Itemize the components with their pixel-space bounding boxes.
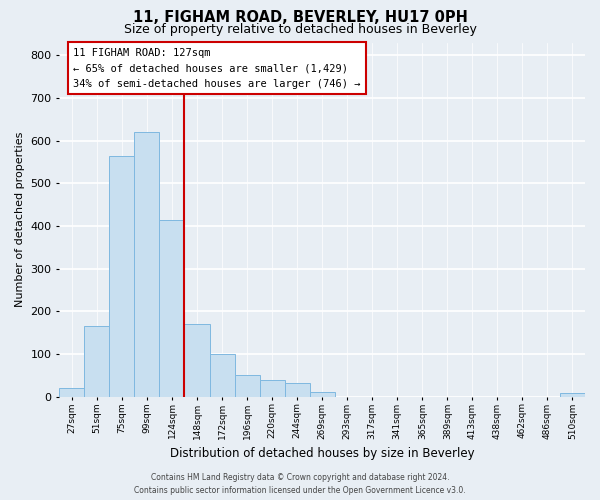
Text: 11, FIGHAM ROAD, BEVERLEY, HU17 0PH: 11, FIGHAM ROAD, BEVERLEY, HU17 0PH xyxy=(133,10,467,25)
Bar xyxy=(310,392,335,396)
Bar xyxy=(85,326,109,396)
Bar xyxy=(235,376,260,396)
Text: 11 FIGHAM ROAD: 127sqm
← 65% of detached houses are smaller (1,429)
34% of semi-: 11 FIGHAM ROAD: 127sqm ← 65% of detached… xyxy=(73,48,361,89)
Bar xyxy=(184,324,209,396)
X-axis label: Distribution of detached houses by size in Beverley: Distribution of detached houses by size … xyxy=(170,447,475,460)
Bar xyxy=(160,220,184,396)
Bar xyxy=(284,382,310,396)
Bar xyxy=(134,132,160,396)
Y-axis label: Number of detached properties: Number of detached properties xyxy=(15,132,25,308)
Text: Size of property relative to detached houses in Beverley: Size of property relative to detached ho… xyxy=(124,22,476,36)
Text: Contains HM Land Registry data © Crown copyright and database right 2024.
Contai: Contains HM Land Registry data © Crown c… xyxy=(134,473,466,495)
Bar xyxy=(560,394,585,396)
Bar xyxy=(260,380,284,396)
Bar xyxy=(109,156,134,396)
Bar xyxy=(209,354,235,397)
Bar xyxy=(59,388,85,396)
